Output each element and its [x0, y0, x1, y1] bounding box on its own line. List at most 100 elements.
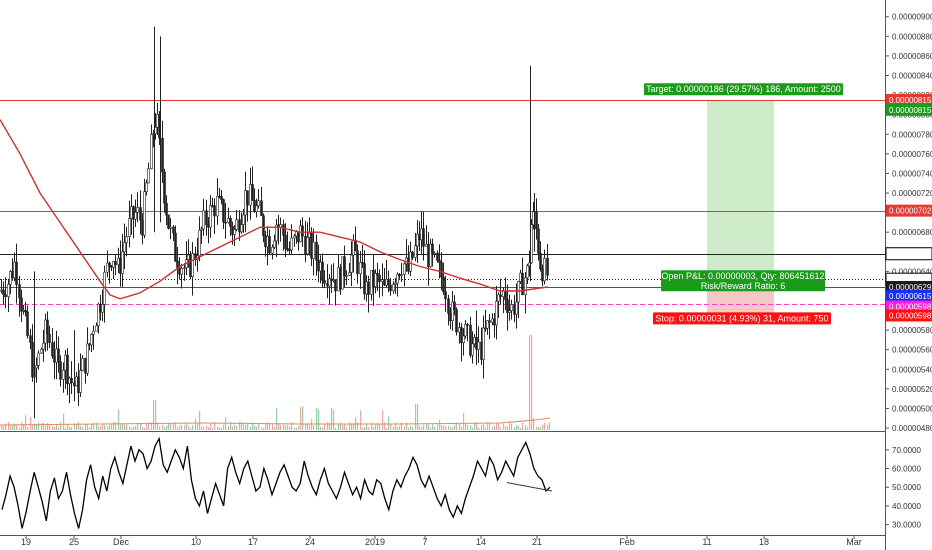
candle-body [521, 272, 524, 296]
candle-body [429, 243, 432, 267]
volume-bar [487, 422, 489, 430]
y-tick-label-1: 0.00000500 [892, 404, 932, 413]
volume-bar [412, 427, 414, 430]
candle-body [495, 300, 498, 326]
volume-bar [170, 423, 172, 430]
volume-bar [91, 423, 93, 430]
volume-bar [393, 426, 395, 430]
candle-body [75, 376, 78, 387]
volume-bar [133, 426, 135, 430]
volume-bar [362, 427, 364, 430]
candle-body [378, 274, 381, 282]
volume-bar [276, 408, 278, 430]
volume-bar [344, 423, 346, 430]
candle-body [403, 263, 406, 275]
volume-bar [118, 409, 120, 430]
y-tick-label-20: 0.00000880 [892, 32, 932, 41]
candle-body [79, 370, 82, 393]
x-tick-label-10: Feb [619, 537, 635, 547]
candle-body [376, 273, 379, 276]
candle-body [394, 282, 397, 285]
volume-bar [426, 422, 428, 430]
candle-body [172, 226, 175, 234]
volume-bar [47, 422, 49, 430]
volume-bar [450, 426, 452, 430]
volume-bar [452, 427, 454, 430]
moving-average-line[interactable] [0, 119, 549, 300]
volume-bar [135, 425, 137, 430]
rsi-pane[interactable]: 30.0000 40.0000 50.0000 60.0000 70.0000 [1, 436, 921, 530]
y-tick-label-5: 0.00000580 [892, 326, 932, 335]
candle-body [464, 324, 467, 337]
volume-bar [243, 424, 245, 430]
badge-red-702-text: 0.00000702 [889, 207, 932, 216]
candle-body [183, 267, 186, 269]
volume-bar [85, 423, 87, 430]
rsi-line[interactable] [1, 436, 551, 529]
candle-body [117, 257, 120, 265]
volume-bar [71, 427, 73, 430]
volume-bar [56, 424, 58, 430]
volume-bar [461, 426, 463, 430]
candle-body [356, 250, 359, 275]
candle-body [119, 257, 122, 275]
candle-body [13, 261, 16, 279]
volume-bar [386, 427, 388, 430]
volume-bar [3, 425, 5, 430]
candle-body [90, 334, 93, 346]
badge-red-815-bg [886, 93, 932, 106]
volume-bar [137, 423, 139, 430]
candle-body [88, 343, 91, 346]
volume-bar [346, 427, 348, 430]
target-label-box [644, 83, 843, 96]
candle-body [334, 279, 337, 292]
candle-body [323, 280, 326, 284]
volume-bar [476, 422, 478, 430]
candle-body [275, 224, 278, 242]
volume-bar [395, 422, 397, 430]
candle-body [506, 299, 509, 313]
candle-body [546, 258, 549, 276]
badge-black-658-text: 0.00000658 [889, 250, 932, 259]
candle-body [37, 352, 40, 366]
y-tick-label-14: 0.00000760 [892, 150, 932, 159]
candle-body [255, 205, 258, 212]
volume-bar [298, 426, 300, 430]
volume-bar [428, 424, 430, 430]
volume-bar [419, 425, 421, 430]
volume-bar [155, 400, 157, 430]
volume-bar [509, 422, 511, 430]
volume-bar [228, 425, 230, 430]
candle-body [114, 261, 117, 265]
candle-body [167, 214, 170, 229]
open-pl-label-line-0: Open P&L: 0.00000003, Qty: 806451612 [661, 271, 824, 281]
volume-bar [12, 424, 14, 430]
volume-bar [144, 427, 146, 430]
candle-body [128, 218, 131, 237]
volume-bar [489, 422, 491, 430]
rsi-trendline[interactable] [506, 482, 553, 492]
volume-bar [331, 407, 333, 430]
volume-bar [379, 423, 381, 430]
volume-bar [445, 426, 447, 430]
volume-bar [166, 425, 168, 430]
candle-body [108, 262, 111, 267]
volume-bar [30, 416, 32, 430]
candle-body [363, 263, 366, 295]
candle-body [97, 303, 100, 327]
volume-bar [21, 422, 23, 430]
volume-bar [239, 422, 241, 430]
candle-body [156, 114, 159, 128]
volume-bar [511, 423, 513, 430]
candle-body [46, 319, 49, 335]
volume-bar [430, 427, 432, 430]
candle-body [242, 214, 245, 225]
volume-bar [107, 426, 109, 430]
candle-body [290, 237, 293, 251]
target-zone[interactable] [707, 99, 774, 283]
volume-bar [481, 425, 483, 430]
x-tick-label-1: 25 [69, 537, 79, 547]
volume-bar [305, 423, 307, 430]
volume-bar [324, 423, 326, 430]
